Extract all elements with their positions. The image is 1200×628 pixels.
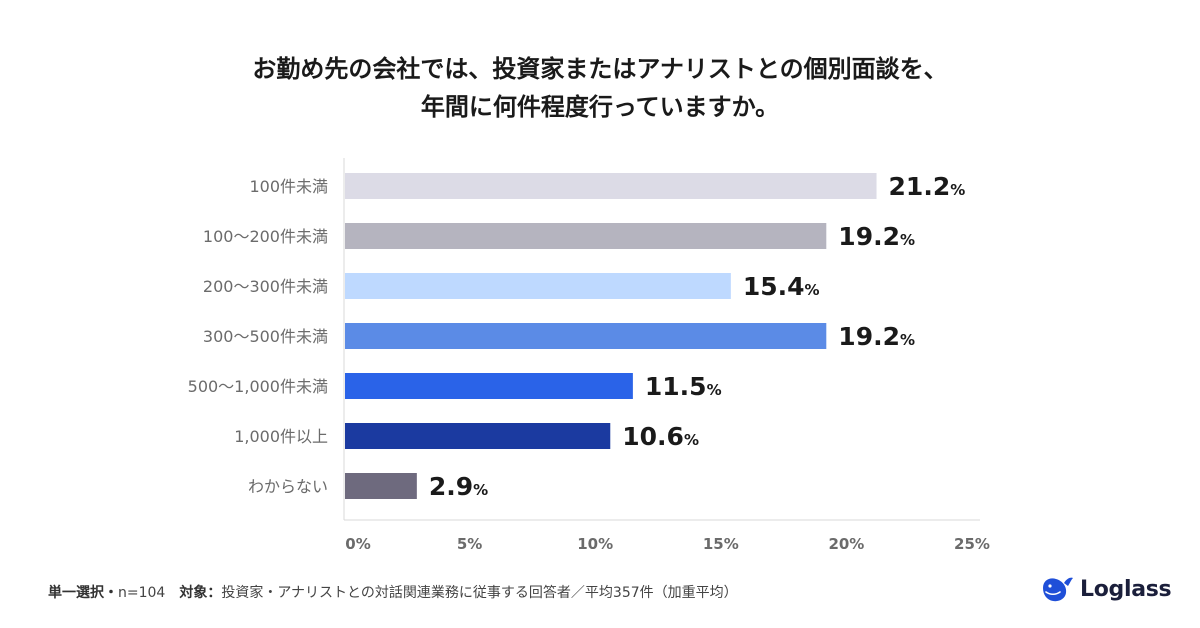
target-description: 投資家・アナリストとの対話関連業務に従事する回答者／平均357件（加重平均） [221,585,738,601]
bar-value-unit: % [707,381,722,399]
x-ticks-layer: 0% 5% 10% 15% 20% 25% [345,535,990,553]
bar [345,273,731,299]
bar-value-label: 11.5% [645,372,722,401]
bars-layer: 100件未満 21.2% 100〜200件未満 19.2% 200〜300件未満 15.4… [188,172,966,501]
target-label: 対象： [179,585,222,601]
bar [345,423,611,449]
sample-size: n=104 [118,585,166,601]
whale-logo-icon [1043,577,1073,602]
x-tick-label: 0% [345,535,370,553]
bar-value-number: 19.2 [838,222,900,251]
x-tick-label: 15% [703,535,739,553]
chart-title-line-1: お勤め先の会社では、投資家またはアナリストとの個別面談を、 [252,55,948,83]
bar-value-number: 2.9 [429,472,473,501]
bar-value-number: 15.4 [743,272,805,301]
category-label: 300〜500件未満 [203,327,328,346]
bar-value-number: 11.5 [645,372,707,401]
x-tick-label: 25% [954,535,990,553]
bar-value-label: 19.2% [838,222,915,251]
bar-value-unit: % [900,231,915,249]
bar [345,223,827,249]
bar [345,323,827,349]
chart-title: お勤め先の会社では、投資家またはアナリストとの個別面談を、 年間に何件程度行って… [0,50,1200,126]
bar-value-label: 21.2% [889,172,966,201]
bar [345,173,877,199]
bar-value-unit: % [684,431,699,449]
chart-title-line-2: 年間に何件程度行っていますか。 [420,93,780,121]
bar-value-unit: % [900,331,915,349]
x-tick-label: 20% [828,535,864,553]
bar-value-label: 2.9% [429,472,488,501]
bar-value-unit: % [473,481,488,499]
x-tick-label: 10% [577,535,613,553]
category-label: 500〜1,000件未満 [188,377,328,396]
bar-value-unit: % [805,281,820,299]
bar [345,473,417,499]
bar-value-number: 10.6 [622,422,684,451]
category-label: 200〜300件未満 [203,277,328,296]
bar-value-number: 21.2 [889,172,951,201]
brand-logo: Loglass [1040,574,1172,604]
bar-value-label: 19.2% [838,322,915,351]
bar-value-label: 10.6% [622,422,699,451]
bar-value-unit: % [950,181,965,199]
x-tick-label: 5% [457,535,482,553]
category-label: 100〜200件未満 [203,227,328,246]
category-label: 1,000件以上 [234,427,328,446]
brand-name: Loglass [1080,576,1172,602]
category-label: 100件未満 [249,177,328,196]
bar [345,373,633,399]
chart-footer: 単一選択・n=104 対象：投資家・アナリストとの対話関連業務に従事する回答者／平… [48,582,738,602]
selection-label: 単一選択・ [48,585,118,601]
bar-value-label: 15.4% [743,272,820,301]
category-label: わからない [248,477,328,496]
bar-value-number: 19.2 [838,322,900,351]
